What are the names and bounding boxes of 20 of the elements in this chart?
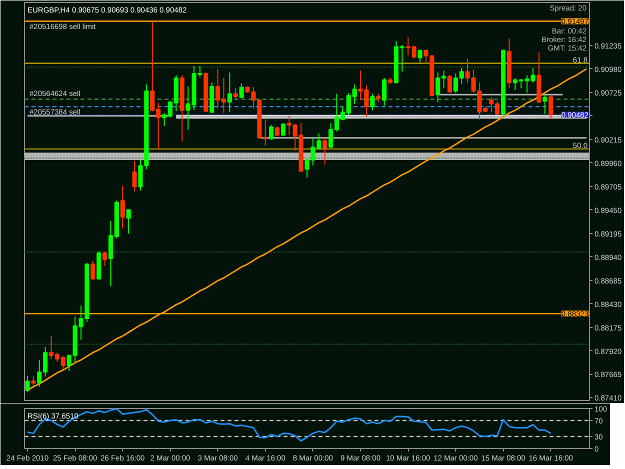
candlestick xyxy=(227,72,232,113)
candlestick xyxy=(239,83,244,99)
candlestick xyxy=(418,48,422,63)
candlestick xyxy=(548,94,554,120)
candlestick xyxy=(447,74,452,94)
candlestick xyxy=(90,260,96,280)
candlestick xyxy=(132,160,137,192)
candlestick xyxy=(233,88,238,100)
candlestick xyxy=(280,122,286,137)
candlestick xyxy=(120,185,125,229)
candlestick xyxy=(382,78,387,106)
candlestick xyxy=(25,375,30,393)
candlestick xyxy=(542,94,548,114)
candlestick xyxy=(102,250,108,266)
candlestick xyxy=(274,126,280,137)
candlestick xyxy=(322,137,328,166)
candlestick xyxy=(370,93,375,111)
candlestick xyxy=(126,209,131,234)
line-series xyxy=(26,408,552,442)
candlestick xyxy=(269,124,274,140)
